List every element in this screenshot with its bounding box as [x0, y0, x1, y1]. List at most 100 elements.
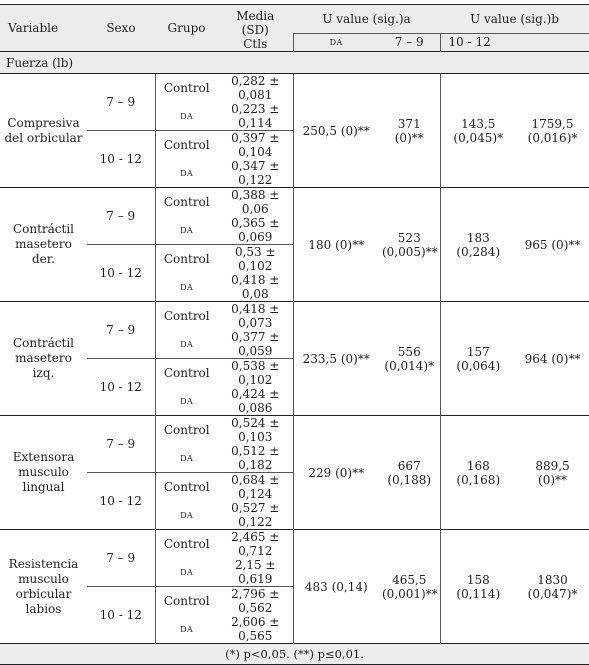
mean-cell: 0,282 ± 0,081 — [218, 73, 293, 102]
group-cell: Control — [154, 472, 218, 501]
u-7-9-cell: 523 (0,005)** — [379, 187, 441, 302]
mean-cell: 2,465 ± 0,712 — [218, 529, 293, 558]
mean-cell: 0,527 ± 0,122 — [231, 501, 280, 529]
mean-cell: 0,388 ± 0,06 — [218, 187, 293, 216]
u-value-line: 157 (0,064) — [456, 344, 501, 373]
u-value-line: 158 (0,114) — [456, 572, 501, 601]
group-cell: Control — [154, 130, 218, 159]
variable-line: Extensora — [12, 450, 75, 464]
table-footnote: (*) p<0,05. (**) p≤0,01. — [0, 643, 589, 665]
mean-cell: 2,606 ± 0,565 — [231, 615, 280, 643]
group-cell: Control — [154, 301, 218, 330]
variable-line: masetero der. — [15, 237, 72, 266]
u-value-line: 183 (0,284) — [456, 230, 501, 259]
group-cell: DA — [154, 330, 218, 359]
u-10-12-cell: 158 (0,114) — [439, 529, 517, 644]
variable-line: musculo — [18, 465, 69, 479]
header-sexo: Sexo — [87, 4, 155, 52]
mean-cell: 0,377 ± 0,059 — [231, 330, 280, 358]
u-value-line: (0,016)* — [527, 130, 578, 145]
statistics-table: Variable Sexo Grupo Media (SD) Ctls U va… — [0, 4, 589, 665]
sexo-cell: 7 – 9 — [87, 187, 155, 245]
group-cell: DA — [154, 102, 218, 131]
u-value-line: 465,5 — [392, 572, 427, 587]
variable-line: musculo — [18, 571, 69, 586]
mean-cell: 2,796 ± 0,562 — [218, 586, 293, 615]
u-value-line: (0,045)* — [453, 130, 504, 145]
mean-cell: 0,347 ± 0,122 — [231, 159, 280, 187]
mean-cell: 0,223 ± 0,114 — [231, 102, 280, 130]
group-cell: DA — [154, 501, 218, 530]
group-cell: DA — [154, 558, 218, 587]
section-title: Fuerza (lb) — [0, 51, 589, 74]
variable-line: orbicular — [15, 586, 72, 601]
u-10-12-cell: 157 (0,064) — [439, 301, 517, 416]
u-b-cell: 889,5 (0)** — [516, 415, 589, 530]
variable-line: del orbicular — [4, 130, 83, 145]
table-figure: Variable Sexo Grupo Media (SD) Ctls U va… — [0, 4, 589, 665]
sexo-cell: 10 - 12 — [87, 358, 155, 416]
variable-line: Resistencia — [8, 556, 79, 571]
variable-line: masetero izq. — [15, 351, 72, 380]
mean-cell: 0,53 ± 0,102 — [218, 244, 293, 273]
group-cell: DA — [154, 159, 218, 188]
sexo-cell: 10 - 12 — [87, 244, 155, 302]
group-cell: Control — [154, 244, 218, 273]
mean-cell: 0,538 ± 0,102 — [218, 358, 293, 387]
variable-cell: Contráctil masetero der. — [0, 187, 87, 302]
u-7-9-cell: 667 (0,188) — [379, 415, 441, 530]
u-value-line: 556 (0,014)* — [384, 344, 435, 373]
u-value-line: 1759,5 — [531, 116, 574, 131]
u-b-cell: 1759,5 (0,016)* — [516, 73, 589, 188]
u-10-12-cell: 183 (0,284) — [439, 187, 517, 302]
variable-line: Compresiva — [7, 115, 80, 130]
u-b-cell: 965 (0)** — [516, 187, 589, 302]
u-b-cell: 964 (0)** — [516, 301, 589, 416]
u-da-cell: 180 (0)** — [292, 187, 379, 302]
mean-cell: 0,365 ± 0,069 — [231, 216, 280, 244]
u-value-line: 667 (0,188) — [387, 458, 432, 487]
u-value-line: 964 (0)** — [524, 351, 581, 366]
u-value-line: 889,5 (0)** — [535, 458, 570, 487]
variable-line: labios — [25, 601, 62, 616]
sexo-cell: 7 – 9 — [87, 301, 155, 359]
u-10-12-cell: 143,5 (0,045)* — [439, 73, 517, 188]
u-value-line: (0,005)** — [382, 244, 438, 259]
u-da-cell: 483 (0,14) — [292, 529, 379, 644]
mean-cell: 0,424 ± 0,086 — [231, 387, 280, 415]
subheader-10-12: 10 - 12 — [439, 33, 517, 52]
variable-line: Contráctil — [12, 222, 75, 236]
mean-cell: 0,512 ± 0,182 — [231, 444, 280, 472]
mean-cell: 0,397 ± 0,104 — [218, 130, 293, 159]
variable-cell: Compresiva del orbicular — [0, 73, 87, 188]
group-cell: Control — [154, 187, 218, 216]
subheader-blank — [516, 33, 589, 52]
header-u-value-a: U value (sig.)a — [293, 4, 441, 34]
variable-cell: Extensora musculo lingual — [0, 415, 87, 530]
u-da-cell: 233,5 (0)** — [292, 301, 379, 416]
sexo-cell: 10 - 12 — [87, 130, 155, 188]
sexo-cell: 7 – 9 — [87, 73, 155, 131]
u-value-line: (0,001)** — [382, 586, 438, 601]
subheader-da: DA — [292, 33, 379, 52]
group-cell: Control — [154, 586, 218, 615]
mean-cell: 0,418 ± 0,073 — [218, 301, 293, 330]
group-cell: DA — [154, 387, 218, 416]
mean-cell: 0,684 ± 0,124 — [218, 472, 293, 501]
header-variable: Variable — [0, 4, 87, 52]
u-7-9-cell: 465,5 (0,001)** — [379, 529, 441, 644]
u-value-line: 965 (0)** — [524, 237, 581, 252]
subheader-7-9: 7 – 9 — [379, 33, 441, 52]
u-value-line: 1830 — [537, 572, 568, 587]
group-cell: Control — [154, 415, 218, 444]
u-b-cell: 1830 (0,047)* — [516, 529, 589, 644]
header-u-value-b: U value (sig.)b — [440, 4, 589, 34]
sexo-cell: 7 – 9 — [87, 415, 155, 473]
u-value-line: 371 (0)** — [394, 116, 424, 145]
u-value-line: (0,047)* — [527, 586, 578, 601]
u-value-line: 523 — [397, 230, 421, 245]
variable-line: Contráctil — [12, 336, 75, 350]
group-cell: DA — [154, 273, 218, 302]
u-da-cell: 250,5 (0)** — [292, 73, 379, 188]
u-value-line: 168 (0,168) — [456, 458, 501, 487]
